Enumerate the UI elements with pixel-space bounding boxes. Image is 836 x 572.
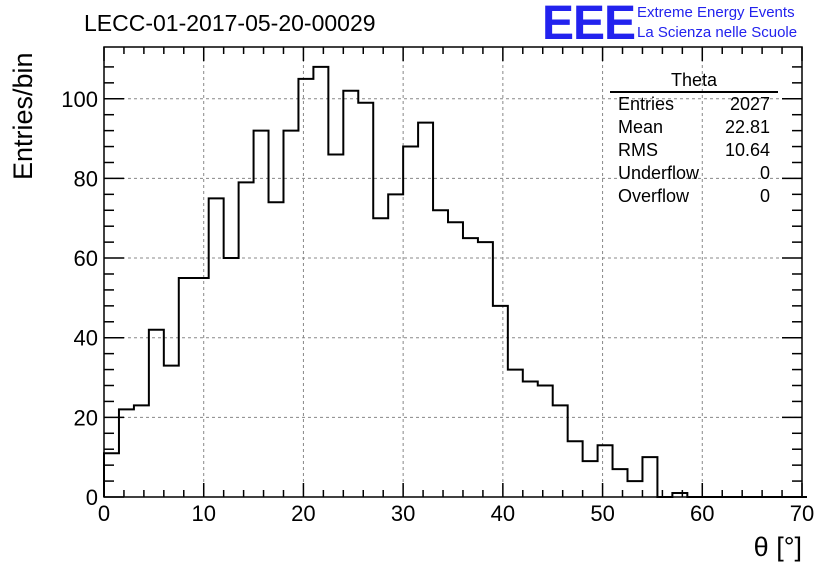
y-tick-label: 20: [74, 405, 98, 430]
axes-frame: [103, 46, 803, 498]
histogram-bin: [328, 155, 343, 497]
histogram-bin: [179, 278, 194, 497]
y-tick-label: 80: [74, 166, 98, 191]
stats-value: 10.64: [724, 140, 770, 160]
stats-value: 22.81: [724, 117, 770, 137]
logo-line-2: La Scienza nelle Scuole: [637, 24, 798, 41]
histogram-bin: [628, 481, 643, 497]
x-tick-label: 70: [790, 501, 814, 526]
histogram-bin: [448, 222, 463, 497]
histogram-bin: [239, 182, 254, 497]
plot-frame: [103, 46, 803, 498]
histogram-bin: [269, 202, 284, 497]
grid-lines: [104, 47, 802, 497]
histogram-bin: [388, 194, 403, 497]
histogram-bin: [478, 242, 493, 497]
histogram-bin: [134, 405, 149, 497]
histogram-bin: [538, 385, 553, 497]
histogram-bin: [254, 131, 269, 497]
stats-label: Underflow: [618, 163, 700, 183]
y-tick-label: 40: [74, 326, 98, 351]
histogram-bin: [583, 461, 598, 497]
histogram-bin: [403, 147, 418, 497]
x-tick-label: 60: [690, 501, 714, 526]
x-tick-label: 20: [291, 501, 315, 526]
stats-box-title: Theta: [610, 70, 778, 93]
histogram-bin: [508, 370, 523, 497]
histogram-bin: [598, 445, 613, 497]
x-tick-label: 30: [391, 501, 415, 526]
histogram-bin: [104, 453, 119, 497]
histogram-bin: [164, 366, 179, 497]
histogram-bin: [313, 67, 328, 497]
x-axis-ticks: 0 10 20 30 40 50 60 70: [98, 47, 814, 526]
logo-line-1: Extreme Energy Events: [637, 4, 795, 21]
histogram-bin: [298, 79, 313, 497]
histogram-bin: [209, 198, 224, 497]
histogram-bin: [358, 103, 373, 497]
stats-label: RMS: [618, 140, 658, 160]
histogram-bin: [523, 382, 538, 497]
x-tick-label: 50: [590, 501, 614, 526]
stats-row-underflow: Underflow 0: [610, 162, 778, 185]
y-axis-ticks: 0 20 40 60 80 100: [61, 66, 802, 510]
histogram-bin: [463, 238, 478, 497]
stats-label: Entries: [618, 94, 675, 114]
eee-logo-mark: EEE: [542, 0, 636, 50]
histogram-bin: [568, 441, 583, 497]
histogram-outline: [103, 65, 807, 498]
stats-row-rms: RMS 10.64: [610, 139, 778, 162]
y-tick-label: 100: [61, 87, 98, 112]
stats-row-mean: Mean 22.81: [610, 116, 778, 139]
histogram-bin: [613, 469, 628, 497]
histogram-series: [103, 65, 807, 498]
y-tick-label: 60: [74, 246, 98, 271]
stats-value: 0: [759, 163, 770, 183]
x-tick-label: 40: [491, 501, 515, 526]
x-tick-label: 10: [191, 501, 215, 526]
stats-label: Mean: [618, 117, 664, 137]
histogram-bin: [642, 457, 657, 497]
y-axis-label: Entries/bin: [8, 52, 38, 180]
histogram-bin: [493, 306, 508, 497]
histogram-bin: [149, 330, 164, 497]
y-tick-label: 0: [86, 485, 98, 510]
stats-row-entries: Entries 2027: [610, 93, 778, 116]
histogram-bin: [373, 218, 388, 497]
stats-value: 0: [759, 186, 770, 206]
x-axis-label: θ [°]: [753, 532, 802, 562]
stats-box: Theta Entries 2027 Mean 22.81 RMS 10.64 …: [610, 70, 778, 208]
histogram-bin: [343, 91, 358, 497]
eee-logo-text: Extreme Energy Events La Scienza nelle S…: [637, 3, 797, 43]
histogram-bin: [418, 123, 433, 497]
stats-value: 2027: [729, 94, 770, 114]
stats-row-overflow: Overflow 0: [610, 185, 778, 208]
histogram-bin: [433, 210, 448, 497]
histogram-bin: [119, 409, 134, 497]
histogram-bin: [194, 278, 209, 497]
x-tick-label: 0: [98, 501, 110, 526]
histogram-bin: [553, 405, 568, 497]
histogram-bin: [283, 131, 298, 497]
stats-label: Overflow: [618, 186, 690, 206]
histogram-bin: [224, 258, 239, 497]
chart-title: LECC-01-2017-05-20-00029: [84, 10, 376, 36]
